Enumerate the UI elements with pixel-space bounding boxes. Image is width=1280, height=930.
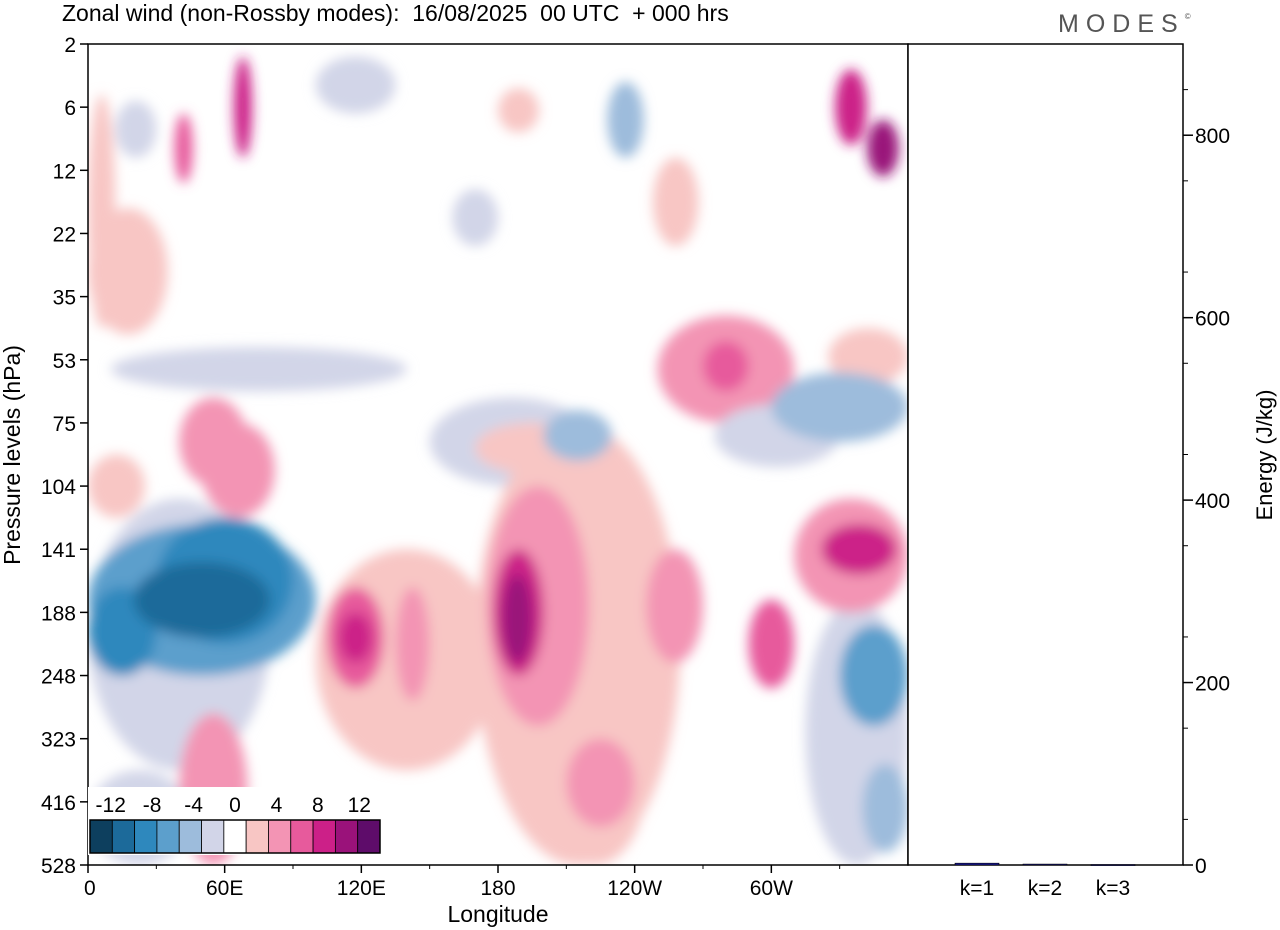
heatmap-region bbox=[867, 119, 899, 177]
colorbar-swatch bbox=[201, 819, 225, 854]
heatmap-region bbox=[748, 599, 795, 689]
colorbar-swatch bbox=[89, 819, 113, 854]
colorbar-swatch bbox=[111, 819, 136, 854]
heatmap-region bbox=[395, 587, 430, 701]
energy-tick-label: 800 bbox=[1195, 125, 1230, 148]
heatmap-region bbox=[502, 574, 533, 663]
heatmap-region bbox=[179, 397, 248, 487]
y-tick-label: 12 bbox=[53, 160, 76, 183]
energy-bar bbox=[1022, 863, 1068, 866]
x-tick-label: 120W bbox=[607, 877, 662, 900]
energy-bar bbox=[1090, 864, 1136, 866]
y-tick-label: 53 bbox=[53, 350, 76, 373]
y-tick-label: 141 bbox=[41, 539, 76, 562]
x-tick-label: 60E bbox=[206, 877, 243, 900]
chart-title: Zonal wind (non-Rossby modes): 16/08/202… bbox=[62, 0, 729, 26]
heatmap-region bbox=[110, 347, 407, 392]
heatmap-region bbox=[607, 81, 644, 158]
heatmap-region bbox=[338, 612, 373, 663]
y-axis: 2 6 12 22 35 53 75 104 141 188 248 323 416 528 bbox=[41, 34, 88, 878]
y-axis-label: Pressure levels (hPa) bbox=[0, 345, 25, 565]
heatmap-region bbox=[821, 523, 897, 575]
heatmap-region bbox=[652, 157, 699, 247]
y-tick-label: 188 bbox=[41, 602, 76, 625]
colorbar-swatch bbox=[268, 819, 292, 854]
y-tick-label: 104 bbox=[41, 476, 76, 499]
energy-tick-label: 200 bbox=[1195, 673, 1230, 696]
heatmap-region bbox=[862, 763, 908, 853]
energy-tick-label: 600 bbox=[1195, 308, 1230, 331]
y-tick-label: 248 bbox=[41, 666, 76, 689]
y-tick-label: 22 bbox=[53, 223, 76, 246]
energy-axis-label: Energy (J/kg) bbox=[1252, 390, 1277, 521]
colorbar-frame bbox=[89, 819, 381, 854]
colorbar-label: -12 bbox=[96, 794, 126, 817]
heatmap-region bbox=[88, 208, 168, 335]
y-tick-label: 528 bbox=[41, 855, 76, 878]
colorbar-swatch bbox=[290, 819, 314, 854]
y-tick-label: 2 bbox=[64, 34, 76, 57]
y-tick-label: 323 bbox=[41, 729, 76, 752]
heatmap-region bbox=[839, 625, 908, 727]
brand-logo: MODES© bbox=[1058, 10, 1191, 38]
y-tick-label: 35 bbox=[53, 287, 76, 310]
energy-bar bbox=[954, 862, 1000, 866]
y-tick-label: 416 bbox=[41, 792, 76, 815]
energy-bar-label: k=1 bbox=[960, 877, 994, 900]
x-tick-label: 0 bbox=[84, 877, 96, 900]
heatmap-region bbox=[88, 454, 145, 518]
colorbar-swatch bbox=[156, 819, 180, 854]
colorbar-label: 0 bbox=[229, 794, 241, 817]
y-tick-label: 6 bbox=[64, 97, 76, 120]
energy-bar-label: k=2 bbox=[1028, 877, 1062, 900]
colorbar-swatch bbox=[134, 819, 158, 854]
colorbar-label: 12 bbox=[348, 794, 371, 817]
x-tick-label: 60W bbox=[750, 877, 793, 900]
energy-tick-label: 0 bbox=[1195, 855, 1207, 878]
x-tick-label: 180 bbox=[480, 877, 515, 900]
heatmap-region bbox=[835, 69, 867, 146]
heatmap-region bbox=[703, 340, 749, 392]
heatmap-region bbox=[174, 113, 193, 183]
heatmap-region bbox=[828, 328, 908, 386]
heatmap-region bbox=[566, 738, 635, 828]
heatmap-region bbox=[543, 410, 612, 461]
heatmap-region bbox=[452, 189, 498, 247]
x-tick-label: 120E bbox=[337, 877, 386, 900]
y-tick-label: 75 bbox=[53, 413, 76, 436]
colorbar-label: -8 bbox=[143, 794, 162, 817]
colorbar-label: 8 bbox=[312, 794, 324, 817]
energy-bar-label: k=3 bbox=[1096, 877, 1130, 900]
heatmap-region bbox=[315, 56, 396, 114]
colorbar-swatch bbox=[245, 819, 269, 854]
heatmap-region bbox=[646, 549, 703, 663]
heatmap-region bbox=[233, 56, 252, 158]
energy-axis: 0 200 400 600 800 bbox=[1183, 89, 1230, 878]
heatmap-field bbox=[88, 44, 908, 865]
x-axis: 0 60E 120E 180 120W 60W bbox=[84, 865, 841, 900]
heatmap-region bbox=[498, 88, 539, 133]
colorbar-label: -4 bbox=[184, 794, 203, 817]
heatmap-region bbox=[133, 561, 271, 638]
colorbar-swatch bbox=[357, 819, 381, 854]
heatmap-region bbox=[771, 372, 908, 442]
colorbar-swatch bbox=[334, 819, 359, 854]
heatmap-region bbox=[115, 100, 157, 158]
colorbar: -12 -8 -4 0 4 8 12 bbox=[88, 787, 383, 855]
colorbar-label: 4 bbox=[271, 794, 283, 817]
colorbar-swatch bbox=[178, 819, 202, 854]
energy-bars: k=1 k=2 k=3 bbox=[954, 862, 1136, 900]
colorbar-swatch bbox=[223, 819, 247, 854]
colorbar-swatch bbox=[312, 819, 336, 854]
energy-tick-label: 400 bbox=[1195, 490, 1230, 513]
energy-panel-frame bbox=[907, 43, 1184, 866]
x-axis-label: Longitude bbox=[447, 901, 548, 927]
